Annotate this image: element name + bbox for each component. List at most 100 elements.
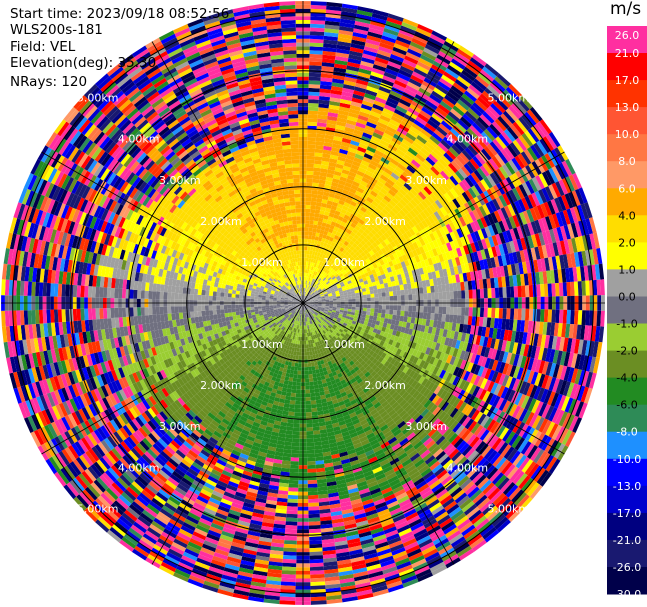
- velocity-gate: [486, 84, 501, 98]
- velocity-gate: [367, 216, 375, 223]
- velocity-gate: [338, 110, 349, 116]
- velocity-gate: [508, 252, 515, 265]
- velocity-gate: [487, 225, 496, 237]
- velocity-gate: [305, 201, 311, 206]
- velocity-gate: [455, 196, 464, 207]
- velocity-gate: [336, 187, 344, 193]
- velocity-gate: [395, 269, 401, 276]
- velocity-gate: [350, 101, 362, 108]
- velocity-gate: [516, 238, 524, 251]
- velocity-gate: [312, 266, 316, 271]
- velocity-gate: [362, 100, 374, 108]
- velocity-gate: [305, 400, 311, 405]
- velocity-gate: [341, 270, 347, 276]
- velocity-gate: [290, 392, 296, 398]
- velocity-gate: [558, 282, 564, 297]
- velocity-gate: [393, 305, 398, 311]
- velocity-gate: [324, 138, 334, 144]
- velocity-gate: [321, 286, 325, 291]
- velocity-gate: [328, 228, 334, 234]
- velocity-gate: [527, 222, 535, 236]
- velocity-gate: [307, 114, 318, 119]
- velocity-gate: [541, 244, 548, 259]
- velocity-gate: [422, 208, 431, 218]
- velocity-gate: [310, 292, 314, 296]
- velocity-gate: [372, 64, 387, 72]
- velocity-gate: [308, 377, 314, 382]
- velocity-gate: [355, 251, 361, 257]
- velocity-gate: [340, 238, 346, 244]
- velocity-gate: [571, 237, 578, 253]
- velocity-gate: [346, 207, 354, 214]
- velocity-gate: [325, 235, 331, 241]
- velocity-gate: [424, 44, 440, 55]
- velocity-gate: [495, 168, 506, 181]
- velocity-gate: [482, 111, 495, 124]
- velocity-gate: [337, 277, 342, 282]
- velocity-gate: [372, 132, 383, 140]
- velocity-gate: [304, 250, 308, 255]
- velocity-gate: [482, 278, 488, 289]
- velocity-gate: [378, 296, 383, 301]
- velocity-gate: [355, 150, 366, 157]
- velocity-gate: [551, 182, 562, 198]
- velocity-gate: [578, 236, 586, 252]
- velocity-gate: [461, 178, 471, 190]
- velocity-gate: [310, 266, 314, 271]
- velocity-gate: [512, 187, 522, 201]
- velocity-gate: [533, 206, 542, 220]
- velocity-gate: [430, 285, 435, 293]
- velocity-gate: [427, 97, 440, 107]
- velocity-gate: [400, 289, 405, 296]
- velocity-gate: [550, 199, 560, 214]
- velocity-gate: [404, 168, 414, 177]
- velocity-gate: [308, 269, 311, 274]
- velocity-gate: [300, 333, 303, 337]
- velocity-gate: [387, 61, 402, 70]
- velocity-gate: [476, 250, 483, 261]
- velocity-gate: [289, 468, 299, 473]
- velocity-gate: [394, 180, 404, 189]
- velocity-gate: [294, 404, 301, 409]
- velocity-gate: [467, 107, 480, 120]
- velocity-gate: [400, 95, 413, 104]
- velocity-gate: [306, 159, 315, 164]
- velocity-gate: [420, 128, 432, 139]
- velocity-gate: [306, 449, 315, 454]
- velocity-gate: [378, 46, 393, 54]
- velocity-gate: [348, 147, 358, 154]
- velocity-gate: [480, 179, 490, 191]
- velocity-gate: [316, 260, 321, 265]
- velocity-gate: [293, 419, 300, 424]
- velocity-gate: [429, 278, 434, 287]
- velocity-gate: [307, 133, 317, 138]
- velocity-gate: [328, 104, 340, 110]
- velocity-gate: [440, 195, 450, 205]
- velocity-gate: [450, 108, 463, 120]
- velocity-gate: [464, 110, 478, 123]
- velocity-gate: [296, 382, 301, 386]
- velocity-gate: [381, 78, 394, 87]
- velocity-gate: [358, 209, 365, 216]
- velocity-gate: [479, 307, 485, 318]
- velocity-gate: [398, 98, 412, 108]
- velocity-gate: [287, 502, 298, 507]
- velocity-gate: [347, 151, 356, 158]
- velocity-gate: [551, 283, 556, 297]
- velocity-gate: [304, 253, 307, 258]
- velocity-gate: [486, 174, 497, 187]
- velocity-gate: [507, 264, 513, 276]
- velocity-gate: [331, 143, 341, 149]
- velocity-gate: [366, 225, 374, 232]
- velocity-gate: [540, 309, 545, 322]
- velocity-gate: [312, 182, 319, 187]
- velocity-gate: [580, 266, 586, 282]
- velocity-gate: [478, 279, 484, 290]
- velocity-gate: [311, 407, 318, 413]
- velocity-gate: [369, 286, 374, 291]
- velocity-gate: [331, 181, 339, 188]
- velocity-gate: [383, 215, 391, 223]
- velocity-gate: [398, 255, 405, 263]
- velocity-gate: [508, 105, 522, 120]
- velocity-gate: [306, 280, 309, 285]
